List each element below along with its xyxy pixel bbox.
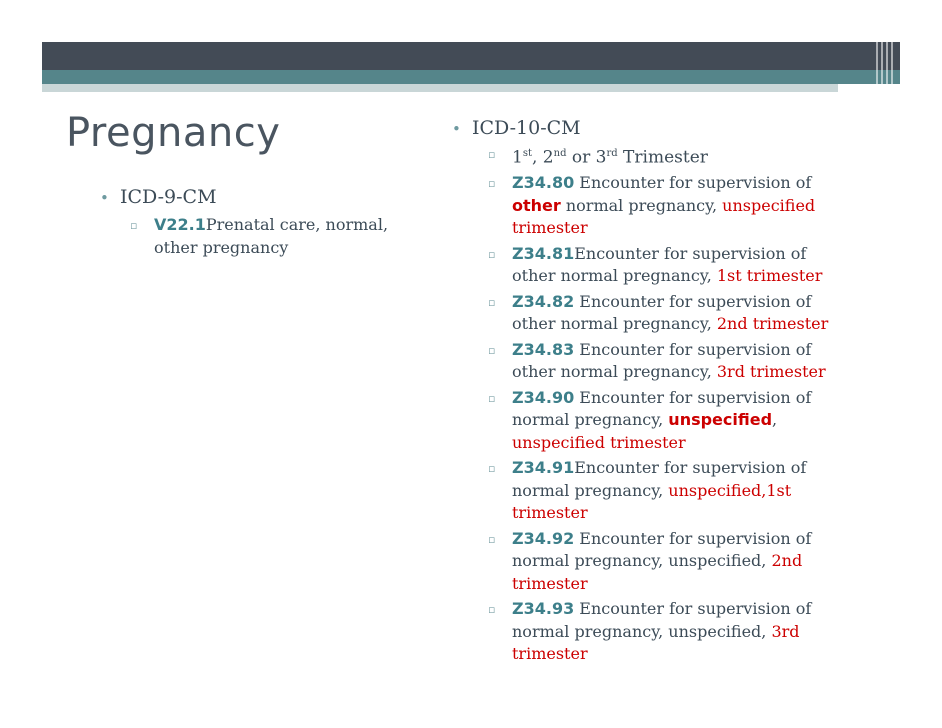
header-deco-line xyxy=(891,42,893,100)
list-item-text: Z34.92 Encounter for supervision of norm… xyxy=(512,528,812,593)
header-deco-line xyxy=(886,42,888,100)
list-item-text: Z34.80 Encounter for supervision of othe… xyxy=(512,173,816,238)
square-bullet-icon: ▫ xyxy=(488,295,496,309)
list-item: ▫ V22.1Prenatal care, normal, other preg… xyxy=(130,214,410,259)
list-item-text: Z34.93 Encounter for supervision of norm… xyxy=(512,599,812,664)
icd10-list: ▫ 1st, 2nd or 3rd Trimester ▫ Z34.80 Enc… xyxy=(488,143,852,666)
right-column: • ICD-10-CM ▫ 1st, 2nd or 3rd Trimester … xyxy=(452,117,852,669)
square-bullet-icon: ▫ xyxy=(488,603,496,617)
icd10-heading-item: • ICD-10-CM xyxy=(452,117,852,139)
square-bullet-icon: ▫ xyxy=(130,219,138,232)
slide-title: Pregnancy xyxy=(66,110,281,156)
header-accent-band xyxy=(42,70,900,84)
header-deco-line xyxy=(881,42,883,100)
left-column: • ICD-9-CM ▫ V22.1Prenatal care, normal,… xyxy=(100,186,410,262)
list-item: ▫ Z34.82 Encounter for supervision of ot… xyxy=(488,291,852,336)
list-item-text: Z34.81Encounter for supervision of other… xyxy=(512,243,823,286)
list-item: ▫ Z34.81Encounter for supervision of oth… xyxy=(488,243,852,288)
list-item: ▫ Z34.92 Encounter for supervision of no… xyxy=(488,528,852,596)
bullet-icon: • xyxy=(452,120,461,138)
diagnosis-code: Z34.90 xyxy=(512,387,575,407)
diagnosis-code: Z34.81 xyxy=(512,243,575,263)
header-accent-stripe xyxy=(42,84,838,92)
square-bullet-icon: ▫ xyxy=(488,177,496,191)
list-item: ▫ Z34.91Encounter for supervision of nor… xyxy=(488,457,852,525)
header-deco-line xyxy=(876,42,878,100)
header-bar xyxy=(42,42,900,70)
list-item: ▫ Z34.90 Encounter for supervision of no… xyxy=(488,387,852,455)
icd10-heading: ICD-10-CM xyxy=(472,117,581,139)
list-item: ▫ Z34.93 Encounter for supervision of no… xyxy=(488,598,852,666)
diagnosis-code: Z34.82 xyxy=(512,291,575,311)
diagnosis-code: Z34.93 xyxy=(512,599,575,619)
list-item-text: Z34.82 Encounter for supervision of othe… xyxy=(512,291,829,334)
diagnosis-code: Z34.91 xyxy=(512,458,575,478)
diagnosis-code: Z34.83 xyxy=(512,339,575,359)
list-item: ▫ Z34.83 Encounter for supervision of ot… xyxy=(488,339,852,384)
list-item-text: V22.1Prenatal care, normal, other pregna… xyxy=(154,214,410,259)
square-bullet-icon: ▫ xyxy=(488,391,496,405)
square-bullet-icon: ▫ xyxy=(488,343,496,357)
diagnosis-code: Z34.80 xyxy=(512,173,575,193)
square-bullet-icon: ▫ xyxy=(488,148,496,161)
diagnosis-code: V22.1 xyxy=(154,215,206,234)
trimester-text: 1st, 2nd or 3rd Trimester xyxy=(512,147,708,168)
diagnosis-code: Z34.92 xyxy=(512,528,575,548)
list-item-text: Z34.83 Encounter for supervision of othe… xyxy=(512,339,826,382)
icd9-heading-item: • ICD-9-CM xyxy=(100,186,410,208)
list-item-text: Z34.90 Encounter for supervision of norm… xyxy=(512,387,812,452)
square-bullet-icon: ▫ xyxy=(488,247,496,261)
list-item: ▫ Z34.80 Encounter for supervision of ot… xyxy=(488,172,852,240)
list-item-text: Z34.91Encounter for supervision of norma… xyxy=(512,458,807,523)
bullet-icon: • xyxy=(100,189,109,207)
icd9-heading: ICD-9-CM xyxy=(120,186,217,208)
square-bullet-icon: ▫ xyxy=(488,462,496,476)
square-bullet-icon: ▫ xyxy=(488,532,496,546)
diagnosis-description: Prenatal care, normal, other pregnancy xyxy=(154,215,389,257)
trimester-line: ▫ 1st, 2nd or 3rd Trimester xyxy=(488,143,852,169)
